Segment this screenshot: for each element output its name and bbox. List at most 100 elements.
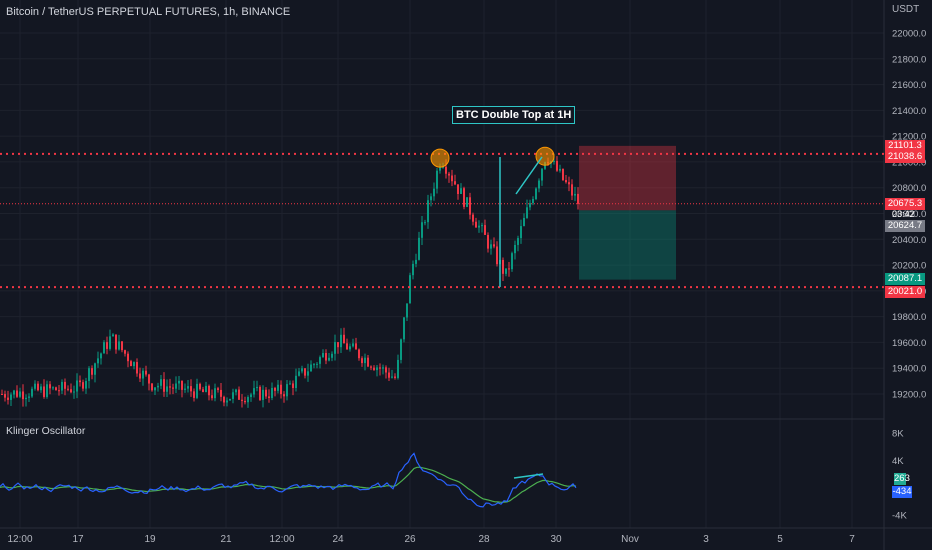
- candle: [397, 359, 399, 378]
- candle: [445, 166, 447, 174]
- signal-line: [0, 466, 577, 503]
- osc-tag-263: 263: [894, 473, 910, 485]
- candle: [424, 222, 426, 224]
- candle: [307, 371, 309, 376]
- candle: [37, 383, 39, 391]
- candle: [490, 244, 492, 249]
- candle: [367, 357, 369, 367]
- candle: [394, 376, 396, 378]
- candle: [466, 197, 468, 207]
- candle: [46, 384, 48, 397]
- candle: [331, 353, 333, 358]
- candle: [382, 367, 384, 369]
- osc-tag-434: -434: [892, 486, 912, 498]
- candle: [184, 388, 186, 390]
- candle: [4, 394, 6, 398]
- candle: [145, 370, 147, 375]
- y-tick-label: 21600.0: [892, 80, 926, 91]
- candle: [535, 188, 537, 200]
- candle: [442, 166, 444, 168]
- candle: [532, 199, 534, 204]
- x-tick-label: 26: [404, 534, 416, 545]
- candle: [13, 390, 15, 395]
- candle: [427, 200, 429, 223]
- candle: [133, 362, 135, 367]
- candle: [364, 357, 366, 364]
- price-tag-20675: 20675.3: [885, 198, 925, 210]
- candle: [340, 334, 342, 348]
- y-tick-label: 19200.0: [892, 390, 926, 401]
- candle: [220, 389, 222, 397]
- candle: [28, 396, 30, 398]
- candle: [175, 383, 177, 389]
- candle: [22, 391, 24, 400]
- candle: [337, 342, 339, 348]
- candle: [241, 399, 243, 401]
- x-tick-label: 3: [703, 534, 709, 545]
- candle: [373, 367, 375, 371]
- candle: [223, 396, 225, 403]
- candle: [469, 197, 471, 215]
- y-tick-label: 21400.0: [892, 106, 926, 117]
- candle: [163, 379, 165, 392]
- candle: [49, 384, 51, 389]
- y-tick-label: 19800.0: [892, 312, 926, 323]
- candle: [526, 207, 528, 218]
- candle: [322, 353, 324, 358]
- candle: [334, 342, 336, 354]
- chart-title: Bitcoin / TetherUS PERPETUAL FUTURES, 1h…: [6, 6, 291, 18]
- candle: [511, 253, 513, 270]
- countdown-timer: 03:42: [892, 209, 915, 219]
- candle: [520, 226, 522, 239]
- candle: [388, 372, 390, 378]
- candle: [43, 386, 45, 397]
- axes: 19200.019400.019600.019800.020000.020200…: [7, 29, 926, 546]
- x-tick-label: 28: [478, 534, 490, 545]
- candle: [391, 376, 393, 378]
- candle: [370, 366, 372, 368]
- candle: [421, 222, 423, 238]
- candle: [91, 368, 93, 375]
- candle: [265, 389, 267, 397]
- candle: [199, 383, 201, 390]
- candle: [358, 349, 360, 359]
- candle: [118, 341, 120, 350]
- candle: [277, 384, 279, 391]
- candle: [217, 388, 219, 390]
- candle: [352, 343, 354, 347]
- candle: [508, 268, 510, 270]
- candle: [139, 373, 141, 379]
- candle: [577, 193, 579, 204]
- candle: [16, 390, 18, 397]
- candle: [271, 387, 273, 398]
- price-tag-20087: 20087.1: [885, 273, 925, 285]
- oscillator-title: Klinger Oscillator: [6, 425, 86, 437]
- candle: [157, 385, 159, 388]
- osc-tick-label: 8K: [892, 429, 904, 440]
- x-tick-label: 19: [144, 534, 156, 545]
- candle: [517, 238, 519, 245]
- candle: [19, 391, 21, 397]
- candle: [214, 388, 216, 399]
- candle: [205, 385, 207, 393]
- candle: [439, 166, 441, 171]
- candle: [559, 168, 561, 171]
- candle: [202, 389, 204, 393]
- candle: [172, 387, 174, 389]
- candle: [280, 384, 282, 395]
- candle: [463, 188, 465, 207]
- candle: [229, 398, 231, 401]
- candle: [406, 303, 408, 318]
- candle: [403, 317, 405, 340]
- candle: [100, 353, 102, 359]
- x-tick-label: Nov: [621, 534, 639, 545]
- candle: [181, 380, 183, 390]
- candle: [418, 237, 420, 260]
- candle: [349, 346, 351, 350]
- annotation-label[interactable]: BTC Double Top at 1H: [452, 106, 576, 124]
- candle: [124, 350, 126, 354]
- candle: [178, 380, 180, 384]
- candle: [7, 397, 9, 400]
- candle: [142, 370, 144, 379]
